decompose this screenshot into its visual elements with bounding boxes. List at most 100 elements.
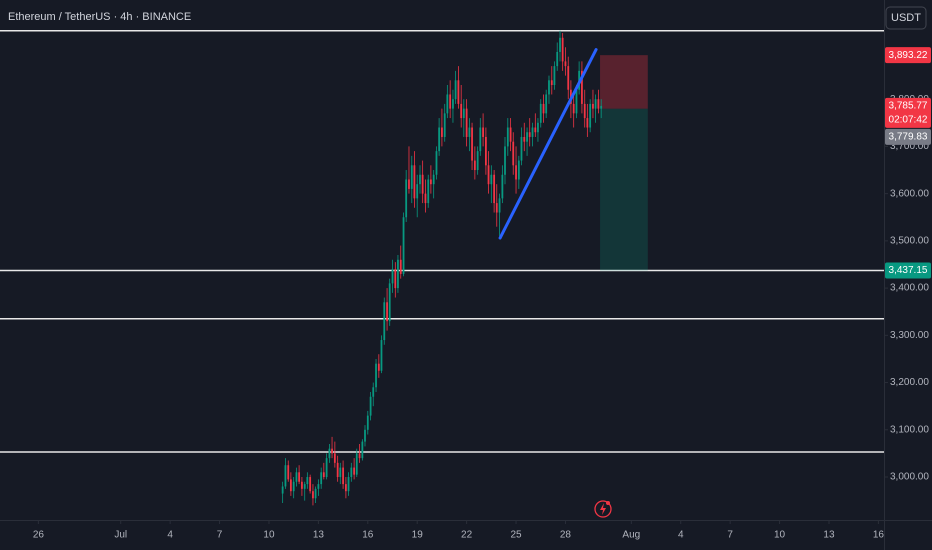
candle-body [460, 103, 463, 119]
y-tick-label: 3,100.00 [890, 424, 929, 435]
candle-body [553, 66, 556, 86]
x-tick-label: Jul [114, 530, 127, 541]
candle-body [364, 429, 366, 442]
candle-body [457, 80, 460, 104]
candle-body [394, 269, 397, 289]
candle-body [597, 99, 600, 109]
candle-body [509, 127, 512, 142]
price-tag [885, 47, 931, 64]
candle-body [312, 491, 314, 499]
candle-body [556, 51, 559, 67]
y-tick-label: 3,500.00 [890, 236, 929, 247]
candle-body [427, 179, 430, 204]
target-zone [600, 108, 648, 271]
candle-body [484, 136, 487, 166]
price-tag-label: 3,779.83 [889, 132, 928, 143]
marks-layer [0, 29, 884, 506]
candle-body [408, 179, 410, 189]
candle-body [575, 89, 578, 114]
candle-body [416, 184, 419, 199]
candle-body [322, 472, 325, 478]
candle-body [325, 458, 328, 478]
candle-body [506, 127, 509, 147]
alert-ring[interactable] [594, 500, 612, 518]
candle-body [539, 103, 542, 123]
candle-body [473, 160, 476, 171]
candle-body [410, 165, 413, 189]
candle-body [303, 484, 306, 489]
candle-body [369, 396, 372, 416]
candle-body [347, 477, 350, 492]
trend-line [498, 48, 598, 240]
candle-body [301, 481, 303, 489]
x-tick-label: 7 [217, 530, 223, 541]
y-tick-label: 3,600.00 [890, 188, 929, 199]
candle-body [375, 363, 377, 388]
candle-body [592, 103, 594, 109]
candle-body [419, 174, 421, 185]
candle-body [501, 174, 504, 199]
candle-body [336, 462, 339, 478]
candle-body [504, 146, 506, 175]
candle-body [449, 94, 452, 109]
candle-body [600, 105, 603, 109]
candle-body [537, 122, 539, 133]
candle-body [429, 179, 432, 185]
y-tick-label: 3,200.00 [890, 377, 929, 388]
candle-body [372, 387, 375, 397]
candle-body [342, 467, 344, 485]
candle-body [542, 103, 545, 114]
price-tag [885, 128, 931, 145]
candle-body [465, 108, 468, 137]
candle-body [567, 66, 570, 90]
currency-button-label[interactable]: USDT [891, 12, 921, 24]
candle-body [339, 467, 342, 478]
y-tick-label: 3,300.00 [890, 330, 929, 341]
candle-body [289, 479, 292, 492]
candle-body [462, 108, 465, 119]
candle-body [545, 94, 548, 114]
candle-body [490, 174, 493, 185]
x-tick-label: 13 [313, 530, 325, 541]
candle-body [454, 80, 457, 100]
candle-body [295, 472, 298, 482]
candle-body [350, 467, 353, 478]
candle-body [355, 453, 358, 475]
candle-body [358, 453, 361, 459]
candle-body [317, 484, 320, 489]
candle-body [564, 61, 567, 67]
candle-body [320, 472, 323, 485]
countdown-label: 02:07:42 [889, 115, 928, 126]
candle-body [284, 465, 287, 487]
candle-body [309, 477, 312, 492]
candle-body [353, 467, 356, 475]
candle-body [306, 477, 309, 485]
candle-body [377, 363, 380, 371]
candle-body [515, 165, 517, 180]
price-tag [885, 97, 931, 128]
candle-body [572, 103, 575, 114]
candle-body [405, 179, 408, 218]
stop-zone [600, 55, 648, 109]
alert-icon[interactable] [594, 500, 612, 518]
candle-body [586, 118, 589, 128]
candle-body [446, 94, 449, 114]
candle-body [495, 203, 498, 213]
currency-button[interactable] [885, 6, 927, 30]
x-tick-label: Aug [622, 530, 640, 541]
y-tick-label: 3,700.00 [890, 141, 929, 152]
candle-body [476, 151, 479, 171]
candle-body [534, 127, 537, 133]
price-tag-label: 3,893.22 [889, 50, 928, 61]
alert-bolt[interactable] [600, 503, 606, 515]
candle-body [298, 472, 301, 482]
price-tag-label: 3,437.15 [889, 265, 928, 276]
candle-body [559, 37, 561, 52]
candle-body [594, 99, 597, 109]
candle-body [493, 174, 496, 204]
alert-dot[interactable] [606, 501, 610, 505]
candle-body [482, 127, 484, 137]
candle-body [287, 465, 290, 480]
y-tick-label: 3,000.00 [890, 472, 929, 483]
